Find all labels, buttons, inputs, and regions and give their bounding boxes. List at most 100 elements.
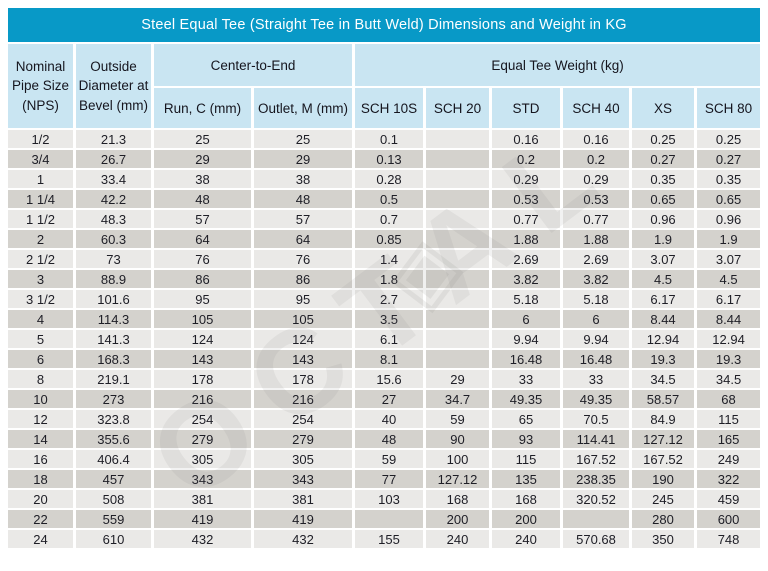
table-cell: 343 xyxy=(254,470,353,488)
table-cell: 305 xyxy=(254,450,353,468)
table-cell xyxy=(426,250,490,268)
table-cell: 8.44 xyxy=(697,310,761,328)
table-cell: 84.9 xyxy=(632,410,695,428)
table-cell: 1.88 xyxy=(563,230,630,248)
table-cell: 1 1/4 xyxy=(8,190,73,208)
table-cell: 100 xyxy=(426,450,490,468)
table-cell: 167.52 xyxy=(632,450,695,468)
table-cell: 249 xyxy=(697,450,761,468)
table-cell: 0.5 xyxy=(355,190,424,208)
table-cell: 124 xyxy=(254,330,353,348)
table-cell: 355.6 xyxy=(76,430,151,448)
table-cell: 200 xyxy=(426,510,490,528)
table-cell: 432 xyxy=(254,530,353,548)
table-cell: 143 xyxy=(154,350,251,368)
table-cell: 167.52 xyxy=(563,450,630,468)
col-header-xs: XS xyxy=(632,88,695,128)
table-cell: 70.5 xyxy=(563,410,630,428)
table-cell: 0.28 xyxy=(355,170,424,188)
table-cell: 64 xyxy=(154,230,251,248)
table-cell: 322 xyxy=(697,470,761,488)
table-cell xyxy=(426,190,490,208)
table-cell: 34.5 xyxy=(697,370,761,388)
table-row: 4 114.3 105 105 3.5 6 6 8.44 8.44 xyxy=(8,310,761,328)
table-cell: 5.18 xyxy=(563,290,630,308)
table-cell: 105 xyxy=(154,310,251,328)
table-cell: 178 xyxy=(254,370,353,388)
table-cell: 0.27 xyxy=(632,150,695,168)
col-header-run: Run, C (mm) xyxy=(154,88,251,128)
table-cell: 320.52 xyxy=(563,490,630,508)
table-cell: 280 xyxy=(632,510,695,528)
col-header-outlet: Outlet, M (mm) xyxy=(254,88,353,128)
table-cell: 219.1 xyxy=(76,370,151,388)
table-row: 2 60.3 64 64 0.85 1.88 1.88 1.9 1.9 xyxy=(8,230,761,248)
table-cell: 33.4 xyxy=(76,170,151,188)
table-cell: 68 xyxy=(697,390,761,408)
table-cell: 33 xyxy=(492,370,561,388)
table-cell: 0.65 xyxy=(697,190,761,208)
table-row: 22 559 419 419 200 200 280 600 xyxy=(8,510,761,528)
table-cell: 48 xyxy=(355,430,424,448)
table-cell: 33 xyxy=(563,370,630,388)
table-cell: 29 xyxy=(254,150,353,168)
table-cell: 0.16 xyxy=(492,130,561,148)
table-cell: 127.12 xyxy=(426,470,490,488)
table-cell: 10 xyxy=(8,390,73,408)
table-cell: 3 1/2 xyxy=(8,290,73,308)
table-cell: 20 xyxy=(8,490,73,508)
table-cell: 240 xyxy=(426,530,490,548)
table-cell: 6.17 xyxy=(697,290,761,308)
table-cell: 1.9 xyxy=(697,230,761,248)
table-cell: 57 xyxy=(254,210,353,228)
table-cell: 38 xyxy=(154,170,251,188)
table-cell: 0.25 xyxy=(697,130,761,148)
table-cell: 105 xyxy=(254,310,353,328)
table-cell: 73 xyxy=(76,250,151,268)
table-cell: 1 xyxy=(8,170,73,188)
table-cell: 9.94 xyxy=(563,330,630,348)
table-cell: 279 xyxy=(154,430,251,448)
table-cell: 381 xyxy=(254,490,353,508)
table-cell: 12.94 xyxy=(697,330,761,348)
table-body: 1/2 21.3 25 25 0.1 0.16 0.16 0.25 0.25 3/4 26.7 29 2… xyxy=(8,130,761,548)
table-cell xyxy=(426,130,490,148)
table-cell: 459 xyxy=(697,490,761,508)
table-cell: 305 xyxy=(154,450,251,468)
table-cell: 114.3 xyxy=(76,310,151,328)
table-cell: 0.35 xyxy=(697,170,761,188)
table-cell xyxy=(563,510,630,528)
table-cell: 0.77 xyxy=(492,210,561,228)
table-cell: 101.6 xyxy=(76,290,151,308)
table-cell: 59 xyxy=(355,450,424,468)
table-cell: 2.69 xyxy=(563,250,630,268)
table-cell: 0.16 xyxy=(563,130,630,148)
table-cell: 12.94 xyxy=(632,330,695,348)
table-cell: 168 xyxy=(426,490,490,508)
table-cell: 0.7 xyxy=(355,210,424,228)
table-cell: 0.13 xyxy=(355,150,424,168)
table-cell: 27 xyxy=(355,390,424,408)
table-cell: 0.2 xyxy=(492,150,561,168)
table-cell: 6.17 xyxy=(632,290,695,308)
table-cell: 600 xyxy=(697,510,761,528)
table-row: 14 355.6 279 279 48 90 93 114.41 127.12 165 xyxy=(8,430,761,448)
table-cell: 16 xyxy=(8,450,73,468)
table-cell xyxy=(426,330,490,348)
table-row: 10 273 216 216 27 34.7 49.35 49.35 58.57 68 xyxy=(8,390,761,408)
col-header-outside-diameter: Outside Diameter at Bevel (mm) xyxy=(76,44,151,128)
table-cell: 29 xyxy=(426,370,490,388)
table-cell: 279 xyxy=(254,430,353,448)
table-cell: 77 xyxy=(355,470,424,488)
table-cell: 350 xyxy=(632,530,695,548)
table-cell: 0.65 xyxy=(632,190,695,208)
table-cell xyxy=(355,510,424,528)
table-cell: 58.57 xyxy=(632,390,695,408)
table-cell: 24 xyxy=(8,530,73,548)
header-group-row: Nominal Pipe Size (NPS) Outside Diameter… xyxy=(8,44,761,128)
table-cell: 1.4 xyxy=(355,250,424,268)
table-row: 1/2 21.3 25 25 0.1 0.16 0.16 0.25 0.25 xyxy=(8,130,761,148)
table-cell xyxy=(426,230,490,248)
table-cell: 323.8 xyxy=(76,410,151,428)
table-cell: 22 xyxy=(8,510,73,528)
